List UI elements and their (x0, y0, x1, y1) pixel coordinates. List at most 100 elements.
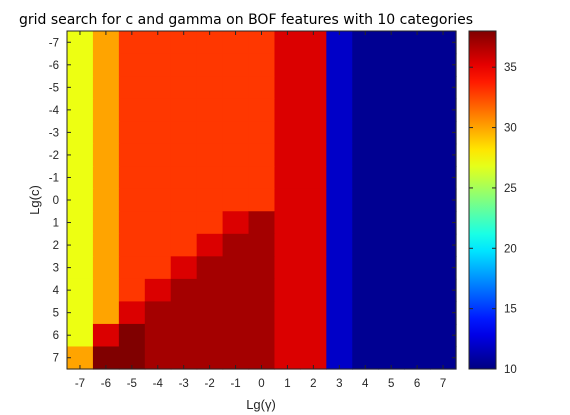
x-tick-label: 4 (362, 378, 369, 390)
heatmap-cell (404, 323, 431, 348)
heatmap-cell (248, 166, 276, 190)
heatmap-cell (222, 346, 250, 370)
heatmap-cell (222, 143, 250, 167)
heatmap-cell (404, 31, 431, 55)
heatmap-cell (274, 346, 301, 370)
heatmap-cell (300, 211, 327, 235)
y-tick-label: 6 (53, 330, 59, 342)
heatmap-cell (170, 188, 198, 212)
heatmap-cell (67, 31, 94, 55)
heatmap-cell (248, 233, 276, 257)
heatmap-cell (378, 188, 405, 212)
x-tick-label: 0 (258, 378, 264, 390)
heatmap-cell (118, 301, 146, 325)
x-tick-label: 7 (440, 378, 446, 390)
heatmap-cell (222, 98, 250, 122)
heatmap-cell (92, 323, 120, 348)
heatmap-cell (67, 143, 94, 167)
y-tick-label: 1 (53, 218, 59, 230)
heatmap-cell (92, 346, 120, 370)
heatmap-cell (196, 98, 224, 122)
heatmap-cell (430, 53, 457, 77)
heatmap-cell (326, 188, 353, 212)
heatmap-cell (248, 301, 276, 325)
heatmap-cell (274, 143, 301, 167)
heatmap-cell (300, 256, 327, 280)
heatmap-cell (67, 233, 94, 257)
heatmap-cell (222, 76, 250, 100)
colorbar-tick-label: 30 (504, 123, 517, 135)
heatmap-cell (118, 188, 146, 212)
heatmap-cell (248, 346, 276, 370)
heatmap-cell (196, 346, 224, 370)
heatmap-cell (352, 31, 379, 55)
colorbar-ticks: 10 15 20 25 30 35 (469, 62, 517, 376)
heatmap-cell (196, 278, 224, 302)
heatmap-cell (326, 346, 353, 370)
heatmap-cell (378, 301, 405, 325)
heatmap-cell (144, 346, 172, 370)
heatmap-cell (196, 233, 224, 257)
heatmap-cell (196, 256, 224, 280)
heatmap-cell (222, 323, 250, 348)
heatmap-cell (144, 31, 172, 55)
heatmap-cell (326, 166, 353, 190)
heatmap-cell (92, 278, 120, 302)
heatmap-cell (67, 98, 94, 122)
y-tick-label: -5 (49, 82, 59, 94)
heatmap-cell (274, 76, 301, 100)
heatmap-cell (92, 121, 120, 145)
heatmap-cell (352, 256, 379, 280)
heatmap-cell (404, 233, 431, 257)
heatmap-cell (404, 346, 431, 370)
heatmap-cell (222, 301, 250, 325)
heatmap-cell (170, 301, 198, 325)
heatmap-cell (222, 166, 250, 190)
heatmap-cell (118, 233, 146, 257)
heatmap-cell (196, 188, 224, 212)
heatmap-cell (144, 323, 172, 348)
heatmap-cell (326, 278, 353, 302)
heatmap-cell (144, 166, 172, 190)
heatmap-cell (222, 121, 250, 145)
heatmap-cell (352, 211, 379, 235)
heatmap-cell (144, 301, 172, 325)
heatmap-cell (92, 233, 120, 257)
heatmap-cell (170, 278, 198, 302)
heatmap-cell (144, 53, 172, 77)
heatmap-cell (404, 278, 431, 302)
heatmap-cell (170, 346, 198, 370)
heatmap-cell (248, 323, 276, 348)
heatmap-cell (248, 256, 276, 280)
heatmap-cell (67, 346, 94, 370)
heatmap-cell (352, 188, 379, 212)
heatmap-cell (222, 53, 250, 77)
heatmap-cell (378, 143, 405, 167)
heatmap-cell (92, 301, 120, 325)
heatmap-cell (274, 323, 301, 348)
heatmap-cell (352, 233, 379, 257)
heatmap-cell (222, 278, 250, 302)
heatmap-cell (92, 53, 120, 77)
heatmap-cell (352, 53, 379, 77)
heatmap-cell (274, 233, 301, 257)
heatmap-cell (378, 98, 405, 122)
colorbar-tick-label: 10 (504, 364, 517, 376)
heatmap-cell (274, 98, 301, 122)
heatmap-cell (92, 166, 120, 190)
heatmap-cell (274, 31, 301, 55)
heatmap-cell (248, 53, 276, 77)
heatmap-cell (378, 166, 405, 190)
heatmap-cell (274, 188, 301, 212)
heatmap-cell (248, 143, 276, 167)
heatmap-cell (170, 256, 198, 280)
heatmap-cell (144, 121, 172, 145)
heatmap-cell (274, 53, 301, 77)
heatmap-cell (300, 278, 327, 302)
heatmap-cell (118, 211, 146, 235)
heatmap-cell (404, 188, 431, 212)
heatmap-cell (144, 98, 172, 122)
heatmap-cell (170, 233, 198, 257)
y-tick-label: -6 (49, 60, 59, 72)
heatmap-cell (92, 211, 120, 235)
